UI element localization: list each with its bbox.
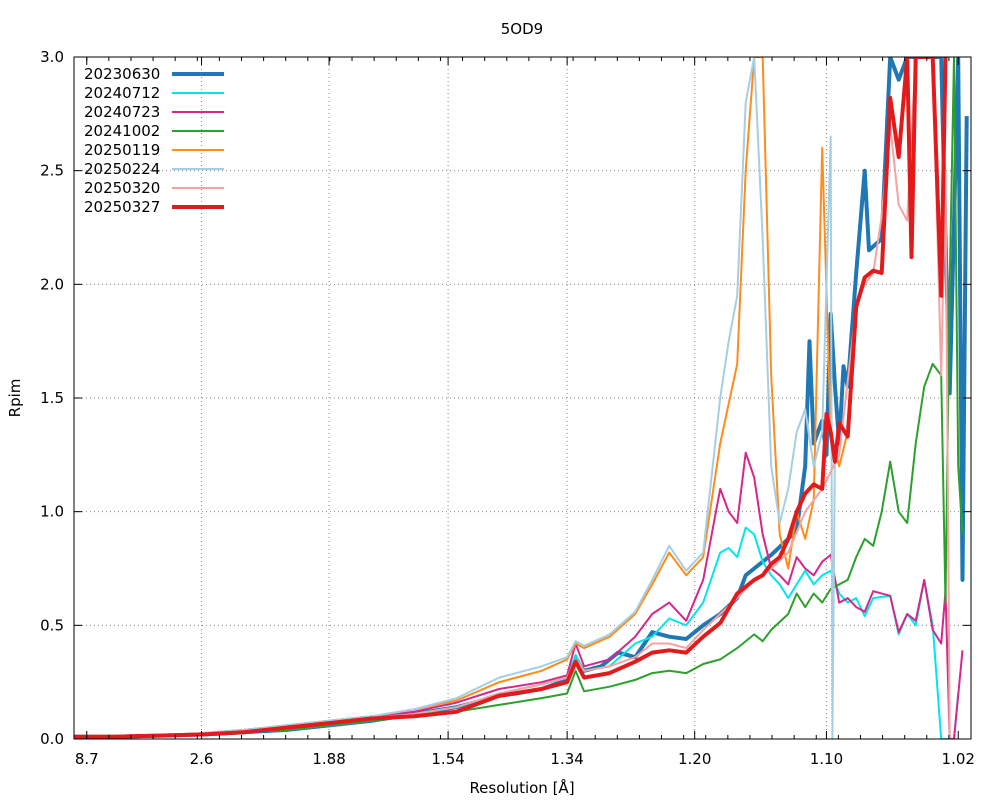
x-tick-label: 1.02 [942,750,975,768]
x-tick-label: 2.6 [190,750,214,768]
legend-label-20250327: 20250327 [84,198,160,216]
legend-label-20240723: 20240723 [84,103,160,121]
y-axis-label: Rpim [6,379,24,418]
legend-label-20241002: 20241002 [84,122,160,140]
legend: 2023063020240712202407232024100220250119… [84,65,224,216]
legend-label-20230630: 20230630 [84,65,160,83]
x-tick-label: 1.20 [678,750,711,768]
x-tick-label: 8.7 [75,750,99,768]
legend-label-20250224: 20250224 [84,160,160,178]
series-layer [74,57,969,739]
series-line-20250119 [74,57,849,738]
legend-label-20250119: 20250119 [84,141,160,159]
legend-label-20250320: 20250320 [84,179,160,197]
axis-layer: 0.0 0.5 1.0 1.5 2.0 2.5 3.0 8.7 2.6 1.88 1.54 1.34 1… [40,48,975,768]
y-tick-label: 1.5 [40,389,64,407]
chart-title: 5OD9 [501,20,543,38]
plot-frame [73,56,972,740]
y-tick-label: 0.0 [40,730,64,748]
series-line-20240723 [74,451,964,739]
y-tick-label: 3.0 [40,48,64,66]
y-tick-label: 0.5 [40,616,64,634]
series-line-20250327 [74,57,948,739]
legend-label-20240712: 20240712 [84,84,160,102]
y-tick-label: 2.5 [40,162,64,180]
x-tick-label: 1.34 [550,750,583,768]
y-tick-label: 1.0 [40,503,64,521]
x-axis-label: Resolution [Å] [469,778,574,797]
series-line-20250224 [74,57,836,739]
x-tick-label: 1.54 [431,750,464,768]
y-tick-label: 2.0 [40,275,64,293]
x-tick-label: 1.88 [312,750,345,768]
x-tick-label: 1.10 [810,750,843,768]
